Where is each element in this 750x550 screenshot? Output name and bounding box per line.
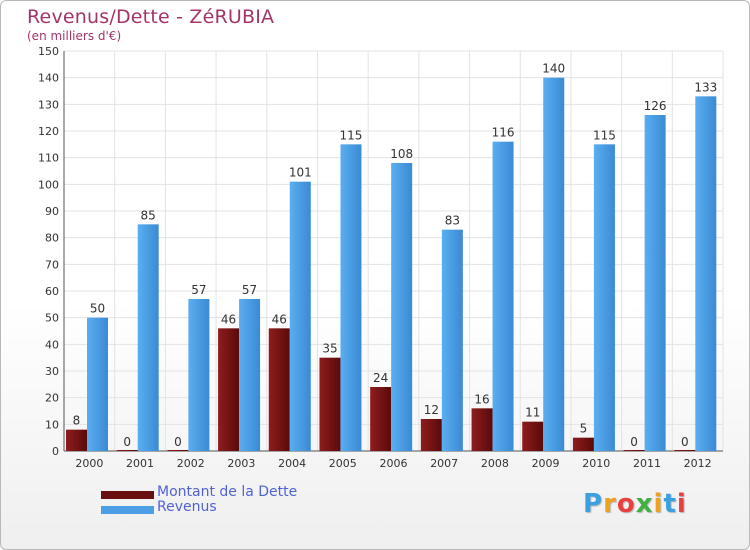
x-tick-label-2009: 2009 <box>532 457 560 470</box>
bar-label-revenus-2011: 126 <box>644 99 667 113</box>
bar-label-revenus-2010: 115 <box>593 128 616 142</box>
y-tick-label-140: 140 <box>38 72 59 85</box>
bar-label-revenus-2005: 115 <box>340 128 363 142</box>
bar-label-revenus-2008: 116 <box>492 126 515 140</box>
bar-revenus-2006 <box>391 163 413 451</box>
bar-revenus-2008 <box>492 141 514 451</box>
y-tick-label-30: 30 <box>45 365 59 378</box>
bar-dette-2008 <box>471 408 493 451</box>
legend-swatch-dette <box>101 491 154 499</box>
logo-letter: i <box>676 489 687 519</box>
bar-revenus-2012 <box>695 96 717 451</box>
bar-label-revenus-2004: 101 <box>289 166 312 180</box>
bar-revenus-2007 <box>441 229 463 451</box>
bar-label-dette-2012: 0 <box>681 435 689 449</box>
x-tick-label-2008: 2008 <box>481 457 509 470</box>
y-tick-label-0: 0 <box>52 445 59 458</box>
bar-label-dette-2003: 46 <box>221 312 236 326</box>
x-tick-label-2006: 2006 <box>380 457 408 470</box>
bar-label-revenus-2003: 57 <box>242 283 257 297</box>
bar-dette-2002 <box>167 450 189 451</box>
bar-dette-2004 <box>268 328 290 451</box>
x-tick-label-2007: 2007 <box>430 457 458 470</box>
bar-dette-2001 <box>116 450 138 451</box>
bar-revenus-2004 <box>289 181 311 451</box>
bar-label-dette-2006: 24 <box>373 371 388 385</box>
bar-label-revenus-2000: 50 <box>90 302 105 316</box>
logo-letter: x <box>635 489 654 519</box>
x-tick-label-2004: 2004 <box>278 457 306 470</box>
y-tick-label-80: 80 <box>45 232 59 245</box>
y-tick-label-10: 10 <box>45 418 59 431</box>
bar-dette-2011 <box>623 450 645 451</box>
bar-label-revenus-2006: 108 <box>390 147 413 161</box>
bar-revenus-2005 <box>340 144 362 452</box>
bar-label-dette-2000: 8 <box>73 414 81 428</box>
bar-revenus-2003 <box>239 299 261 451</box>
bar-revenus-2011 <box>644 115 666 451</box>
logo-letter: t <box>663 489 677 519</box>
bar-label-dette-2010: 5 <box>580 422 588 436</box>
bar-revenus-2001 <box>137 224 159 451</box>
chart-title: Revenus/Dette - ZéRUBIA <box>27 6 275 28</box>
y-tick-label-70: 70 <box>45 258 59 271</box>
y-tick-label-130: 130 <box>38 98 59 111</box>
bar-dette-2012 <box>674 450 696 451</box>
bar-dette-2007 <box>420 419 442 451</box>
bar-dette-2005 <box>319 357 341 451</box>
y-tick-label-20: 20 <box>45 392 59 405</box>
y-tick-label-100: 100 <box>38 178 59 191</box>
logo-letter: i <box>653 489 664 519</box>
y-tick-label-40: 40 <box>45 338 59 351</box>
y-tick-label-50: 50 <box>45 312 59 325</box>
logo-letter: P <box>583 489 604 519</box>
bar-dette-2006 <box>370 387 392 451</box>
bar-label-revenus-2009: 140 <box>542 62 565 76</box>
bar-label-dette-2005: 35 <box>322 342 337 356</box>
bar-dette-2003 <box>218 328 240 451</box>
bar-revenus-2002 <box>188 299 210 451</box>
x-tick-label-2003: 2003 <box>227 457 255 470</box>
y-tick-label-60: 60 <box>45 285 59 298</box>
bar-label-dette-2008: 16 <box>474 392 489 406</box>
x-tick-label-2005: 2005 <box>329 457 357 470</box>
proxiti-logo: Proxiti <box>583 489 687 519</box>
chart-subtitle: (en milliers d'€) <box>27 29 122 43</box>
bar-label-dette-2002: 0 <box>174 435 182 449</box>
x-tick-label-2000: 2000 <box>75 457 103 470</box>
x-tick-label-2012: 2012 <box>684 457 712 470</box>
bar-revenus-2009 <box>543 77 565 452</box>
bar-revenus-2000 <box>87 317 108 451</box>
bar-label-dette-2001: 0 <box>123 435 131 449</box>
bar-label-revenus-2001: 85 <box>141 208 156 222</box>
logo-letter: r <box>603 489 617 519</box>
bar-dette-2000 <box>66 429 87 451</box>
bar-dette-2009 <box>522 421 544 451</box>
bar-label-revenus-2012: 133 <box>694 80 717 94</box>
y-tick-label-120: 120 <box>38 125 59 138</box>
legend-label-dette: Montant de la Dette <box>157 484 298 500</box>
x-tick-label-2002: 2002 <box>177 457 205 470</box>
bar-label-revenus-2007: 83 <box>445 214 460 228</box>
logo-letter: o <box>616 489 636 519</box>
bar-label-revenus-2002: 57 <box>191 283 206 297</box>
y-tick-label-110: 110 <box>38 152 59 165</box>
bar-dette-2010 <box>572 437 594 451</box>
bar-label-dette-2004: 46 <box>272 312 287 326</box>
y-tick-label-90: 90 <box>45 205 59 218</box>
x-tick-label-2010: 2010 <box>582 457 610 470</box>
legend-label-revenus: Revenus <box>157 499 217 515</box>
legend-swatch-revenus <box>101 506 154 514</box>
bar-label-dette-2011: 0 <box>630 435 638 449</box>
x-tick-label-2011: 2011 <box>633 457 661 470</box>
y-tick-label-150: 150 <box>38 45 59 58</box>
bar-label-dette-2009: 11 <box>525 406 540 420</box>
bar-revenus-2010 <box>593 144 615 452</box>
bar-label-dette-2007: 12 <box>424 403 439 417</box>
x-tick-label-2001: 2001 <box>126 457 154 470</box>
